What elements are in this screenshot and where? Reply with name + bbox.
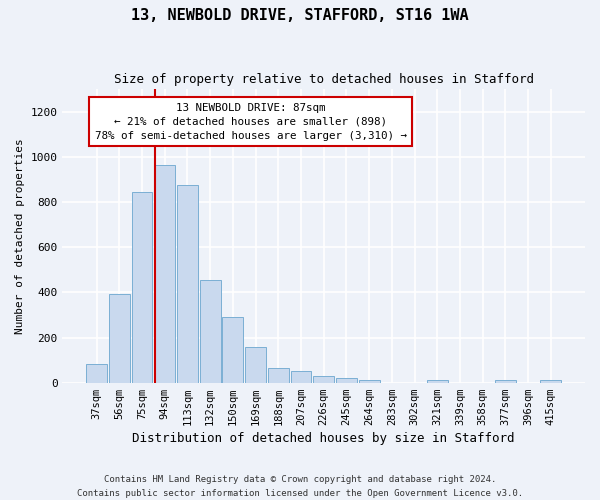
Bar (154, 165, 175, 382)
Bar (495, 380, 516, 382)
Bar (336, 378, 357, 382)
Bar (541, 380, 561, 382)
Bar (109, 294, 130, 382)
Bar (200, 280, 221, 382)
Bar (86, 364, 107, 382)
Y-axis label: Number of detached properties: Number of detached properties (15, 138, 25, 334)
Bar (245, 346, 266, 382)
Bar (131, 192, 152, 382)
Bar (359, 380, 380, 382)
Bar (177, 186, 198, 382)
Bar (290, 372, 311, 382)
Text: 13, NEWBOLD DRIVE, STAFFORD, ST16 1WA: 13, NEWBOLD DRIVE, STAFFORD, ST16 1WA (131, 8, 469, 22)
Bar (427, 380, 448, 382)
Title: Size of property relative to detached houses in Stafford: Size of property relative to detached ho… (114, 72, 534, 86)
Bar (268, 368, 289, 382)
Text: 13 NEWBOLD DRIVE: 87sqm
← 21% of detached houses are smaller (898)
78% of semi-d: 13 NEWBOLD DRIVE: 87sqm ← 21% of detache… (95, 102, 407, 141)
Bar (223, 318, 244, 382)
Bar (313, 376, 334, 382)
Text: Contains HM Land Registry data © Crown copyright and database right 2024.
Contai: Contains HM Land Registry data © Crown c… (77, 476, 523, 498)
X-axis label: Distribution of detached houses by size in Stafford: Distribution of detached houses by size … (133, 432, 515, 445)
